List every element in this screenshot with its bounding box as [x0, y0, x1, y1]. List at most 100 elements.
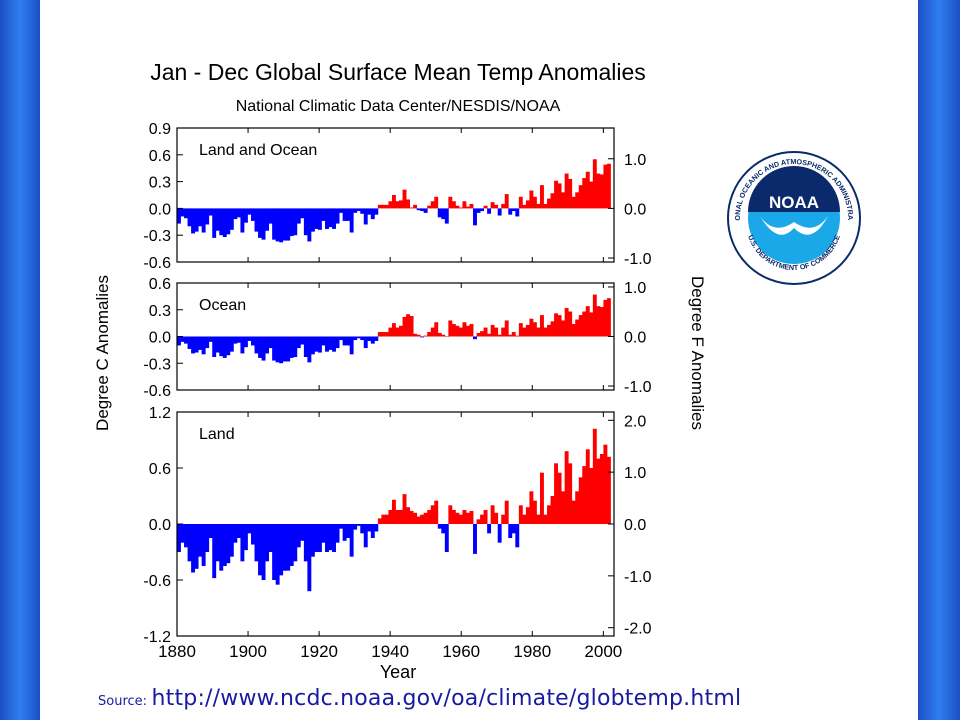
- bar: [335, 336, 340, 349]
- bar: [272, 524, 277, 580]
- bar: [444, 524, 449, 552]
- bar: [363, 208, 368, 225]
- bar: [518, 505, 523, 524]
- x-tick-label: 2000: [584, 642, 622, 661]
- bar: [391, 499, 396, 524]
- bar: [582, 178, 587, 209]
- x-tick-label: 1960: [442, 642, 480, 661]
- bar: [501, 203, 506, 209]
- bar: [381, 204, 386, 209]
- bar: [307, 336, 312, 363]
- bar: [360, 524, 365, 534]
- bar: [455, 205, 460, 209]
- bar: [575, 491, 580, 524]
- bar: [575, 192, 580, 209]
- bar: [279, 524, 284, 576]
- bar: [487, 524, 492, 534]
- tick-label-left: 1.2: [149, 405, 171, 422]
- bar: [399, 510, 403, 524]
- bar: [585, 449, 590, 524]
- bar: [504, 194, 509, 209]
- bar: [589, 468, 594, 524]
- tick-label-left: 0.0: [149, 330, 171, 347]
- bar: [451, 324, 456, 337]
- bar: [367, 336, 372, 341]
- bar: [377, 518, 382, 524]
- bar: [413, 512, 418, 524]
- bar: [497, 524, 502, 543]
- bar: [427, 205, 432, 209]
- panel-0: 0.9 0.6 0.3 0.0 -0.3 -0.6 1.0 0.0 -1.0 Land and O…: [143, 121, 651, 272]
- bar: [254, 524, 259, 562]
- bar: [303, 336, 308, 358]
- bar: [391, 323, 396, 337]
- bar: [501, 327, 506, 337]
- bar: [469, 510, 474, 524]
- tick-label-right: -2.0: [624, 621, 652, 638]
- bar: [212, 336, 217, 358]
- bar: [279, 336, 284, 364]
- bar: [416, 208, 421, 211]
- bar: [339, 336, 344, 341]
- source-caption: Source: http://www.ncdc.noaa.gov/oa/clim…: [98, 686, 741, 711]
- bar: [434, 196, 439, 209]
- bar: [307, 208, 312, 242]
- bar: [342, 208, 347, 221]
- bar: [374, 208, 379, 215]
- bar: [504, 500, 509, 524]
- bar: [275, 336, 280, 363]
- bar: [289, 336, 294, 358]
- bar: [219, 524, 224, 571]
- bar: [547, 505, 551, 524]
- tick-label-left: 0.0: [149, 517, 171, 534]
- tick-label-left: -0.6: [143, 255, 171, 272]
- panel-label: Ocean: [199, 297, 246, 314]
- bar: [335, 524, 340, 543]
- bar: [226, 336, 231, 356]
- bar: [568, 178, 573, 209]
- bar: [321, 524, 326, 543]
- bar: [547, 198, 551, 209]
- bar: [592, 159, 597, 209]
- panel-label: Land: [199, 426, 235, 443]
- bar: [596, 306, 601, 337]
- bar: [603, 444, 608, 524]
- bar: [229, 208, 234, 230]
- bar: [409, 510, 414, 524]
- bar: [532, 322, 537, 337]
- bar: [434, 500, 439, 524]
- bar: [525, 200, 530, 209]
- slide-background-right: [918, 0, 960, 720]
- bar: [511, 524, 516, 534]
- bar: [490, 505, 495, 524]
- source-link[interactable]: http://www.ncdc.noaa.gov/oa/climate/glob…: [151, 686, 742, 711]
- chart-panels: 0.9 0.6 0.3 0.0 -0.3 -0.6 1.0 0.0 -1.0 Land and O…: [143, 121, 651, 661]
- bar: [247, 208, 252, 215]
- bar: [247, 336, 252, 341]
- bar: [251, 208, 255, 221]
- bar: [582, 311, 587, 337]
- bar: [451, 201, 456, 209]
- bar: [243, 208, 248, 223]
- bar: [606, 456, 611, 524]
- bar: [441, 208, 446, 220]
- bar: [339, 524, 344, 529]
- bar: [384, 204, 389, 209]
- bar: [180, 524, 185, 543]
- bar: [596, 458, 601, 524]
- bar: [543, 203, 548, 209]
- bar: [550, 193, 555, 209]
- bar: [416, 516, 421, 524]
- bar: [448, 320, 453, 337]
- bar: [465, 325, 470, 337]
- bar: [184, 336, 188, 344]
- logo-noaa-text: NOAA: [769, 193, 819, 212]
- source-label: Source:: [98, 694, 148, 709]
- bar: [370, 336, 375, 344]
- tick-label-left: 0.6: [149, 148, 171, 165]
- bar: [205, 524, 210, 552]
- bar: [444, 208, 449, 224]
- slide-canvas: [40, 0, 918, 720]
- bar: [402, 494, 407, 524]
- bar: [599, 174, 604, 209]
